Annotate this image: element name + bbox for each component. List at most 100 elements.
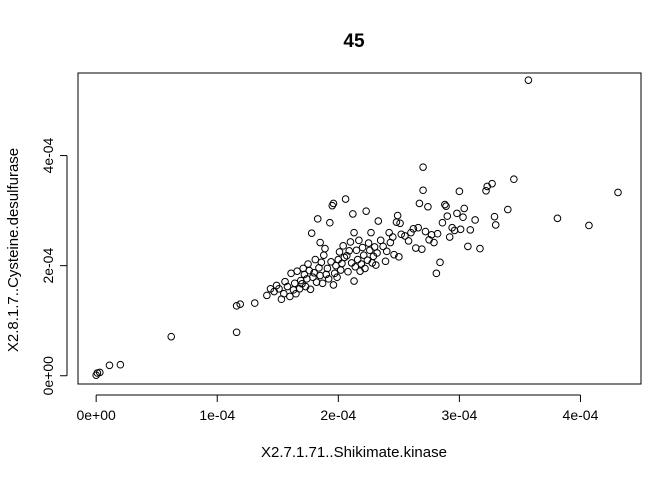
data-point	[250, 299, 259, 307]
data-point	[311, 255, 320, 264]
data-point	[442, 202, 450, 211]
data-point	[397, 230, 406, 239]
plot-frame	[77, 72, 642, 385]
x-tick-label: 1e-04	[199, 407, 235, 423]
data-point	[336, 266, 345, 274]
data-point	[385, 228, 393, 237]
data-point	[327, 258, 335, 266]
data-point	[340, 253, 349, 262]
data-point	[355, 236, 363, 245]
data-point	[460, 204, 469, 213]
data-point	[419, 186, 427, 195]
y-tick-label: 4e-04	[40, 137, 56, 173]
data-point	[292, 289, 300, 298]
data-point	[488, 179, 496, 188]
data-point	[349, 210, 357, 218]
data-point	[445, 233, 454, 241]
data-point	[275, 284, 283, 293]
data-point	[312, 278, 321, 286]
data-point	[432, 269, 441, 278]
data-point	[358, 243, 367, 252]
data-point	[347, 259, 356, 267]
data-point	[553, 214, 562, 223]
data-point	[374, 217, 383, 225]
data-point	[232, 302, 241, 310]
data-point	[466, 226, 475, 234]
x-tick-label: 4e-04	[563, 407, 599, 423]
data-point	[329, 281, 338, 289]
data-point	[490, 212, 499, 221]
data-point	[361, 264, 369, 273]
data-point	[317, 258, 326, 267]
data-point	[232, 328, 241, 337]
data-point	[357, 260, 366, 268]
data-point	[293, 267, 301, 275]
y-tick-label: 2e-04	[40, 248, 56, 284]
data-point	[430, 238, 438, 247]
data-point	[310, 269, 318, 277]
data-point	[409, 224, 418, 233]
data-point	[421, 227, 430, 236]
data-point	[318, 279, 327, 288]
data-point	[464, 242, 472, 251]
data-point	[395, 253, 403, 261]
data-point	[362, 207, 370, 215]
data-point	[373, 249, 381, 257]
data-point	[95, 368, 104, 377]
data-point	[359, 251, 368, 259]
data-point	[326, 218, 334, 227]
data-point	[418, 245, 426, 253]
data-point	[342, 251, 351, 260]
data-point	[319, 251, 328, 259]
x-axis: 0e+00 1e-04 2e-04 3e-04 4e-04	[76, 394, 599, 423]
data-point	[304, 260, 312, 268]
x-tick-label: 3e-04	[441, 407, 477, 423]
x-axis-label: X2.7.1.71..Shikimate.kinase	[261, 444, 447, 461]
data-point	[443, 212, 452, 220]
data-point	[456, 225, 465, 234]
data-point	[350, 277, 358, 285]
data-point	[323, 264, 332, 273]
data-point	[305, 266, 314, 275]
data-point	[379, 242, 387, 251]
data-point	[351, 262, 360, 271]
data-point	[286, 292, 294, 301]
data-point	[280, 289, 288, 298]
data-point	[236, 300, 245, 308]
data-point	[307, 229, 316, 237]
data-point	[339, 242, 347, 250]
data-point	[482, 186, 490, 195]
data-point	[316, 271, 324, 280]
x-tick-label: 2e-04	[320, 407, 356, 423]
data-point	[283, 282, 292, 291]
data-point	[396, 219, 404, 228]
data-point	[346, 238, 355, 246]
data-point	[350, 228, 358, 237]
data-point	[414, 223, 423, 232]
data-point	[510, 175, 518, 184]
data-point	[367, 228, 375, 237]
data-point	[388, 233, 397, 241]
data-point	[290, 279, 299, 288]
data-point	[401, 232, 409, 240]
data-point	[105, 361, 114, 370]
data-point	[364, 239, 373, 247]
data-point	[415, 199, 424, 208]
data-point	[412, 244, 420, 252]
data-point	[524, 76, 533, 84]
data-point	[263, 291, 271, 300]
data-point	[330, 269, 339, 278]
data-point	[585, 221, 593, 230]
data-point	[344, 267, 352, 276]
y-tick-label: 0e+00	[40, 356, 56, 396]
data-point	[441, 200, 449, 209]
data-point	[436, 258, 444, 267]
y-axis: 0e+00 2e-04 4e-04	[40, 137, 68, 396]
data-point	[116, 360, 125, 369]
data-point	[345, 246, 354, 255]
data-point	[341, 195, 350, 203]
data-point	[329, 199, 338, 208]
data-point	[459, 213, 467, 222]
data-point	[313, 215, 322, 223]
